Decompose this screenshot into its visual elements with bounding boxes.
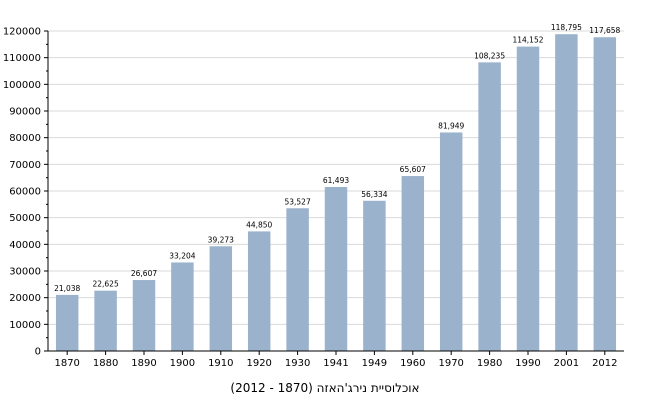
x-tick-label: 1870 xyxy=(54,358,79,369)
bar xyxy=(593,37,617,352)
y-tick-label: 90000 xyxy=(9,107,41,118)
data-label: 33,204 xyxy=(169,251,195,260)
data-label: 44,850 xyxy=(246,220,272,229)
x-tick-label: 1980 xyxy=(477,358,502,369)
x-tick-label: 1900 xyxy=(170,358,195,369)
x-tick-label: 1970 xyxy=(438,358,463,369)
x-tick-label: 1941 xyxy=(323,358,348,369)
data-label: 114,152 xyxy=(512,36,543,45)
y-tick-label: 60000 xyxy=(9,187,41,198)
bar xyxy=(209,246,233,351)
labels: 0 10000 20000 30000 40000 50000 60000 70000 8000… xyxy=(3,23,621,369)
bar xyxy=(171,262,194,351)
x-tick-label: 1920 xyxy=(246,358,271,369)
y-tick-label: 50000 xyxy=(9,213,41,224)
y-tick-label: 70000 xyxy=(9,160,41,171)
x-tick-label: 1880 xyxy=(93,358,118,369)
bar xyxy=(401,176,425,351)
data-label: 39,273 xyxy=(208,235,234,244)
x-tick-label: 1949 xyxy=(362,358,387,369)
x-tick-label: 1990 xyxy=(515,358,540,369)
data-label: 53,527 xyxy=(284,197,310,206)
y-tick-label: 110000 xyxy=(3,53,41,64)
bar xyxy=(286,208,309,351)
bar xyxy=(555,34,578,352)
chart-caption: אוכלוסיית נירג'האזה (1870 - 2012) xyxy=(230,381,420,395)
y-tick-label: 120000 xyxy=(3,27,41,38)
bar xyxy=(324,187,348,351)
x-tick-label: 2001 xyxy=(554,358,579,369)
x-tick-label: 1890 xyxy=(131,358,156,369)
y-tick-label: 0 xyxy=(35,347,41,358)
data-label: 118,795 xyxy=(551,23,582,32)
y-tick-label: 30000 xyxy=(9,267,41,278)
y-tick-label: 80000 xyxy=(9,133,41,144)
data-label: 108,235 xyxy=(474,51,505,60)
bar xyxy=(516,46,540,351)
data-label: 81,949 xyxy=(438,121,464,130)
x-tick-label: 2012 xyxy=(592,358,617,369)
bar xyxy=(439,132,463,351)
y-tick-label: 20000 xyxy=(9,293,41,304)
bar xyxy=(132,280,156,351)
data-label: 56,334 xyxy=(361,190,387,199)
bar xyxy=(363,200,386,351)
x-tick-label: 1910 xyxy=(208,358,233,369)
x-tick-label: 1960 xyxy=(400,358,425,369)
y-tick-label: 40000 xyxy=(9,240,41,251)
bar xyxy=(94,290,117,351)
x-tick-label: 1930 xyxy=(285,358,310,369)
bar xyxy=(247,231,271,351)
y-tick-label: 100000 xyxy=(3,80,41,91)
data-label: 117,658 xyxy=(589,26,620,35)
data-label: 22,625 xyxy=(92,280,118,289)
bar xyxy=(478,62,501,352)
bar xyxy=(55,294,79,351)
axes xyxy=(44,30,624,355)
bar-chart: 0 10000 20000 30000 40000 50000 60000 70000 8000… xyxy=(3,23,624,369)
bars xyxy=(55,34,617,352)
data-label: 61,493 xyxy=(323,176,349,185)
data-label: 65,607 xyxy=(400,165,426,174)
data-label: 21,038 xyxy=(54,284,80,293)
y-tick-label: 10000 xyxy=(9,320,41,331)
data-label: 26,607 xyxy=(131,269,157,278)
